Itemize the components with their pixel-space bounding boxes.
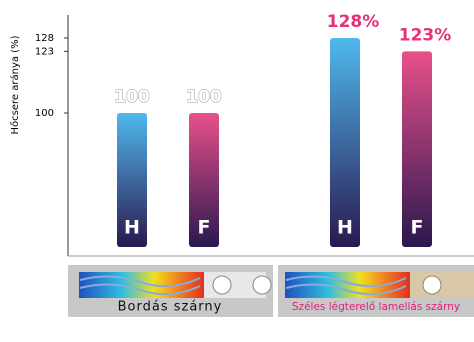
bar (402, 51, 432, 247)
value-label: 128% (327, 12, 380, 32)
bar-letter: F (198, 217, 211, 239)
bar-letter: F (411, 217, 424, 239)
group-label: Széles légterelő lamellás szárny (292, 301, 460, 313)
y-axis-title: Hőcsere aránya (%) (9, 35, 21, 134)
panel (68, 265, 474, 317)
group-label: Bordás szárny (118, 300, 223, 315)
value-label: 100 (114, 87, 150, 107)
bar (189, 113, 219, 247)
bar-letter: H (337, 217, 353, 239)
y-tick-label: 128 (35, 33, 54, 44)
y-tick-label: 100 (35, 108, 54, 119)
bar (117, 113, 147, 247)
bar (330, 37, 360, 248)
value-label: 123% (399, 25, 452, 45)
y-tick-label: 123 (35, 46, 54, 57)
value-label: 100 (186, 87, 222, 107)
bar-letter: H (124, 217, 140, 239)
